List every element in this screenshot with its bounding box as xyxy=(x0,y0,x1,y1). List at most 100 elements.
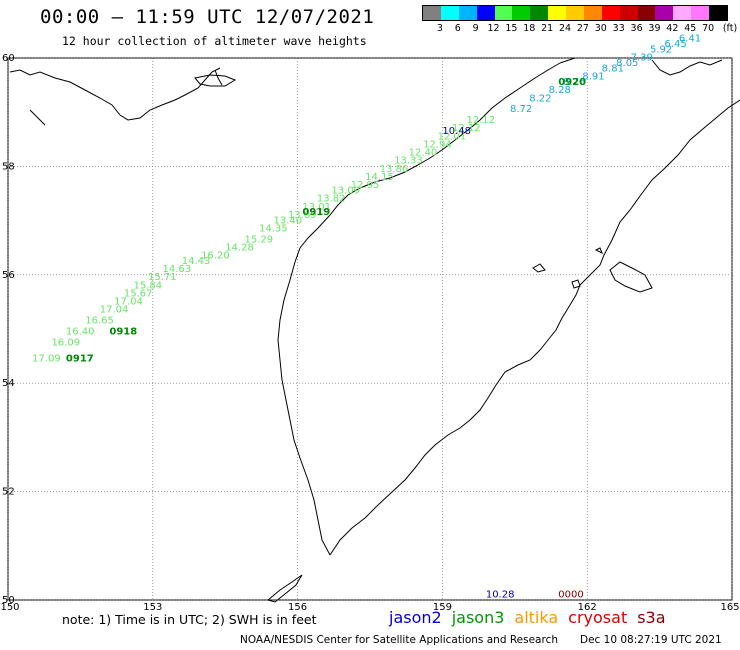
legend-swatch xyxy=(440,6,459,20)
pass-time-label: 0918 xyxy=(109,326,137,337)
swh-value: 6.41 xyxy=(679,34,701,45)
lat-tick-label: 56 xyxy=(2,270,15,281)
satellite-jason3: jason3 xyxy=(451,608,505,627)
legend-tick-label: 36 xyxy=(630,23,643,34)
legend-tick-label: 24 xyxy=(559,23,572,34)
swh-value: 7.39 xyxy=(631,53,653,64)
legend-tick-label: 9 xyxy=(472,23,479,34)
lat-tick-label: 54 xyxy=(2,378,15,389)
swh-value: 8.72 xyxy=(510,104,532,115)
footer-timestamp: Dec 10 08:27:19 UTC 2021 xyxy=(580,634,722,646)
lon-tick-label: 162 xyxy=(578,602,597,613)
satellite-cryosat: cryosat xyxy=(568,608,628,627)
legend-tick-label: 30 xyxy=(594,23,607,34)
swh-value: 5.92 xyxy=(650,45,672,56)
legend-tick-label: 42 xyxy=(666,23,679,34)
lon-tick-label: 153 xyxy=(143,602,162,613)
swh-value: 16.65 xyxy=(85,316,114,327)
legend-tick-label: 39 xyxy=(648,23,661,34)
legend-swatch xyxy=(583,6,602,20)
map-grid xyxy=(7,57,733,601)
lat-tick-label: 58 xyxy=(2,161,15,172)
lon-tick-label: 159 xyxy=(433,602,452,613)
swh-value: 16.40 xyxy=(66,326,95,337)
lat-tick-label: 60 xyxy=(2,53,15,64)
lat-tick-label: 52 xyxy=(2,487,15,498)
lon-tick-label: 150 xyxy=(0,602,19,613)
swh-value: 15.84 xyxy=(133,280,162,291)
legend-swatch xyxy=(512,6,531,20)
extra-label: 10.48 xyxy=(442,126,471,137)
extra-label: 10.28 xyxy=(486,589,515,600)
legend-tick-label: 6 xyxy=(454,23,461,34)
coastline xyxy=(9,57,740,603)
swh-value: 15.71 xyxy=(148,272,177,283)
legend-swatch xyxy=(566,6,584,20)
footer-note: note: 1) Time is in UTC; 2) SWH is in fe… xyxy=(62,612,317,627)
swh-value: 15.67 xyxy=(124,288,153,299)
satellite-jason2: jason2 xyxy=(389,608,442,627)
swh-value: 14.15 xyxy=(365,172,394,183)
swh-value: 12.12 xyxy=(467,115,496,126)
swh-value: 8.76 xyxy=(563,77,585,88)
small-island-b xyxy=(571,279,581,289)
pass-time-label: 0917 xyxy=(66,354,94,365)
swh-value: 12.12 xyxy=(452,123,481,134)
swh-value: 8.05 xyxy=(616,58,638,69)
small-island-c xyxy=(594,247,603,255)
swh-value: 12.01 xyxy=(438,131,467,142)
legend-swatch xyxy=(530,6,549,20)
chart-subtitle: 12 hour collection of altimeter wave hei… xyxy=(62,34,367,48)
gulf-of-shelikhov-shore xyxy=(559,57,723,76)
axis-labels: 150 153 156 159 162 165 50 52 54 56 58 60 xyxy=(0,53,739,613)
swh-value: 8.91 xyxy=(582,72,604,83)
koni-peninsula xyxy=(194,74,237,87)
legend-swatch xyxy=(458,6,477,20)
swh-value: 8.28 xyxy=(549,85,571,96)
kamchatka-west-shore xyxy=(277,62,561,556)
legend-swatch xyxy=(691,6,709,20)
swh-value: 13.86 xyxy=(380,164,409,175)
legend-tick-label: 33 xyxy=(612,23,625,34)
chart-title: 00:00 – 11:59 UTC 12/07/2021 xyxy=(40,6,375,28)
satellite-s3a: s3a xyxy=(637,608,666,627)
swh-value: 13.33 xyxy=(394,156,423,167)
small-island-a xyxy=(532,263,546,273)
swh-value: 8.22 xyxy=(529,93,551,104)
swh-value: 17.04 xyxy=(114,297,143,308)
swh-value: 16.20 xyxy=(201,251,230,262)
pass-time-label: 0920 xyxy=(558,77,586,88)
legend-tick-label: 15 xyxy=(505,23,518,34)
legend-swatch xyxy=(637,6,656,20)
legend-swatch xyxy=(673,6,692,20)
legend-swatch xyxy=(709,6,727,20)
lon-tick-label: 165 xyxy=(720,602,739,613)
swh-value: 12.95 xyxy=(351,180,380,191)
lat-tick-label: 50 xyxy=(2,595,15,606)
legend-swatch xyxy=(655,6,674,20)
legend-tick-label: 18 xyxy=(523,23,536,34)
swh-value: 14.28 xyxy=(225,242,254,253)
legend-tick-label: 12 xyxy=(487,23,500,34)
legend-tick-label: 21 xyxy=(541,23,554,34)
pass-time-label: 0919 xyxy=(302,207,330,218)
karaginsky-area xyxy=(609,261,653,293)
extra-label: 0000 xyxy=(558,589,583,600)
lon-tick-label: 156 xyxy=(288,602,307,613)
legend-tick-label: 45 xyxy=(684,23,697,34)
legend-swatch xyxy=(476,6,495,20)
kuril-island xyxy=(266,574,303,603)
legend-tick-label: 3 xyxy=(436,23,443,34)
legend-swatch xyxy=(423,6,441,20)
swh-value: 8.81 xyxy=(602,64,624,75)
swh-value: 13.40 xyxy=(273,215,302,226)
swh-value: 13.01 xyxy=(302,202,331,213)
satellite-altika: altika xyxy=(514,608,559,627)
legend-ticks: 3 6 9 12 15 18 21 24 27 30 33 36 39 42 45 70 (ft) xyxy=(422,21,737,35)
swh-value: 17.04 xyxy=(100,305,129,316)
swh-value: 17.09 xyxy=(32,354,61,365)
swh-value: 14.63 xyxy=(162,264,191,275)
swh-value: 16.09 xyxy=(51,337,80,348)
swh-value: 12.40 xyxy=(409,148,438,159)
